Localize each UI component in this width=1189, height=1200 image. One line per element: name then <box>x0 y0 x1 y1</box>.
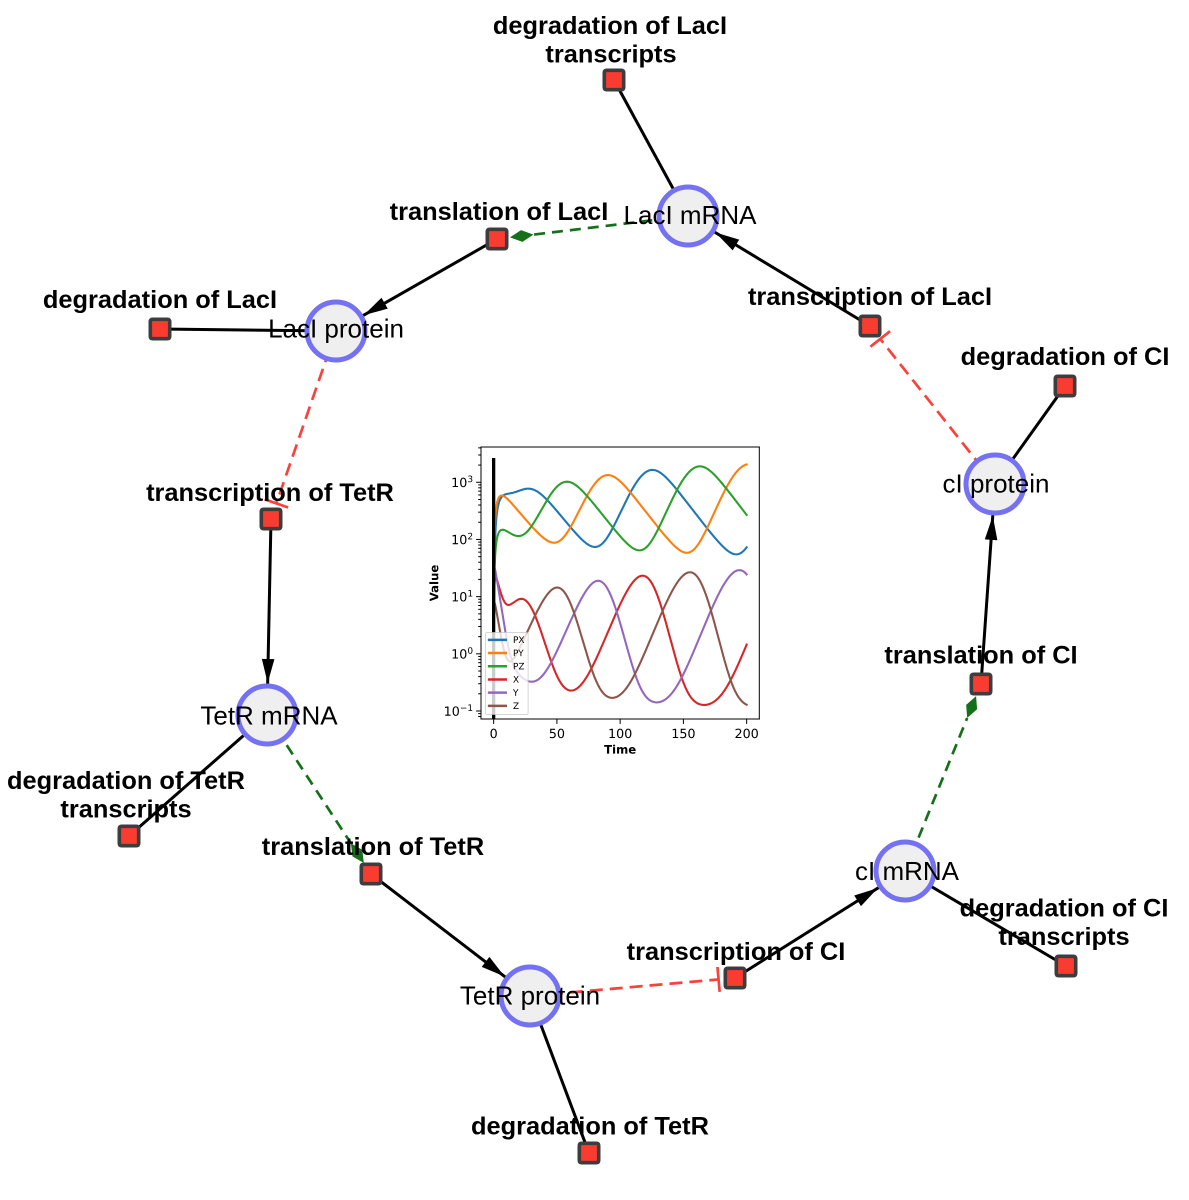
svg-text:translation of CI: translation of CI <box>884 642 1077 670</box>
svg-text:transcription of LacI: transcription of LacI <box>748 283 992 311</box>
svg-text:degradation of TetR: degradation of TetR <box>7 767 245 795</box>
svg-text:degradation of CI: degradation of CI <box>960 895 1169 923</box>
svg-text:transcripts: transcripts <box>998 923 1129 951</box>
svg-text:cI protein: cI protein <box>943 469 1050 499</box>
svg-text:translation of TetR: translation of TetR <box>262 833 484 861</box>
svg-text:degradation of LacI: degradation of LacI <box>493 12 727 40</box>
svg-text:transcription of TetR: transcription of TetR <box>146 479 394 507</box>
svg-text:TetR mRNA: TetR mRNA <box>200 701 338 731</box>
svg-text:cI mRNA: cI mRNA <box>855 856 960 886</box>
svg-text:LacI mRNA: LacI mRNA <box>624 200 758 230</box>
svg-text:transcripts: transcripts <box>545 41 676 69</box>
svg-text:LacI protein: LacI protein <box>268 313 404 343</box>
svg-text:degradation of LacI: degradation of LacI <box>43 286 277 314</box>
svg-text:TetR protein: TetR protein <box>460 980 600 1010</box>
svg-text:transcription of CI: transcription of CI <box>627 938 846 966</box>
svg-text:translation of LacI: translation of LacI <box>390 198 609 226</box>
svg-text:transcripts: transcripts <box>60 796 191 824</box>
svg-text:degradation of CI: degradation of CI <box>961 343 1170 371</box>
svg-text:degradation of TetR: degradation of TetR <box>471 1113 709 1141</box>
